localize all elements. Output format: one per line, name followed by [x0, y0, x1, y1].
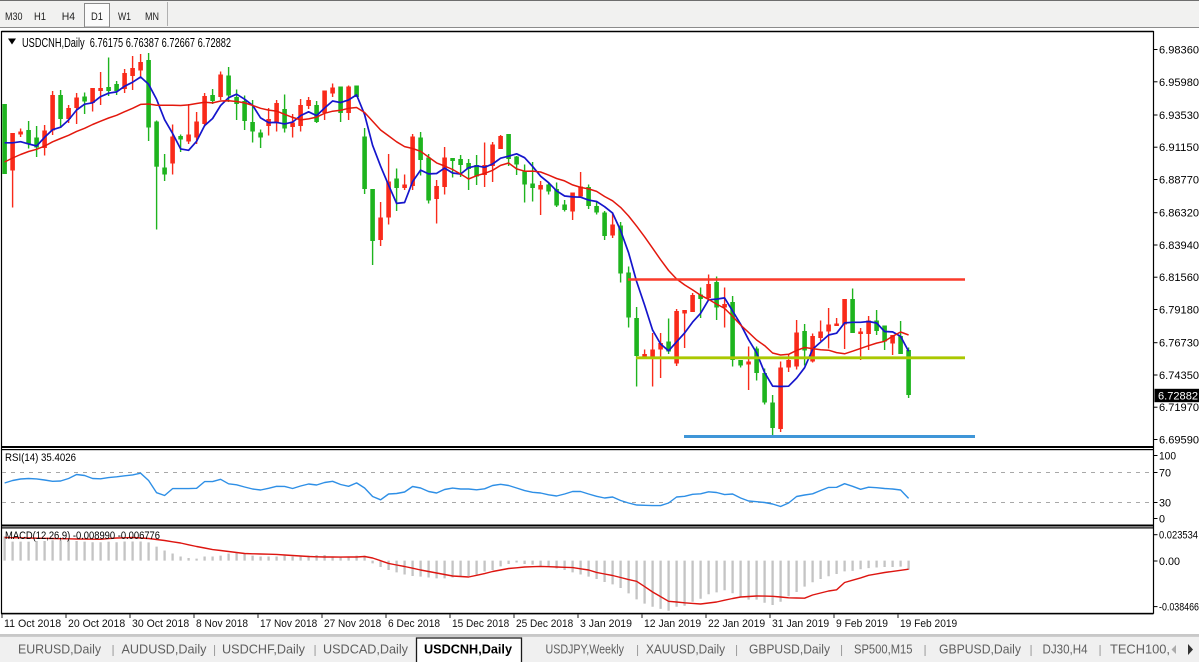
svg-text:27 Nov 2018: 27 Nov 2018: [324, 618, 381, 630]
svg-text:|: |: [840, 643, 843, 657]
svg-text:TECH100,: TECH100,: [1110, 642, 1170, 657]
svg-text:|: |: [636, 643, 639, 657]
svg-text:D1: D1: [91, 11, 103, 23]
svg-text:6.93530: 6.93530: [1159, 110, 1199, 122]
svg-text:6.81560: 6.81560: [1159, 272, 1199, 284]
svg-text:20 Oct 2018: 20 Oct 2018: [68, 618, 125, 630]
svg-text:19 Feb 2019: 19 Feb 2019: [900, 618, 957, 630]
svg-text:100: 100: [1159, 451, 1176, 463]
svg-text:RSI(14) 35.4026: RSI(14) 35.4026: [5, 452, 76, 464]
svg-text:70: 70: [1159, 468, 1171, 480]
svg-text:6.71970: 6.71970: [1159, 402, 1199, 414]
svg-text:6.98360: 6.98360: [1159, 45, 1199, 57]
svg-text:USDCNH,Daily: USDCNH,Daily: [424, 642, 513, 657]
svg-text:GBPUSD,Daily: GBPUSD,Daily: [749, 642, 830, 657]
svg-text:6.95980: 6.95980: [1159, 77, 1199, 89]
svg-text:MACD(12,26,9) -0.008990 -0.006: MACD(12,26,9) -0.008990 -0.006776: [5, 530, 160, 542]
svg-text:6.69590: 6.69590: [1159, 435, 1199, 447]
svg-text:6.74350: 6.74350: [1159, 370, 1199, 382]
svg-text:|: |: [1029, 643, 1032, 657]
svg-text:6.88770: 6.88770: [1159, 175, 1199, 187]
svg-text:30: 30: [1159, 498, 1171, 510]
svg-text:8 Nov 2018: 8 Nov 2018: [196, 618, 248, 630]
svg-text:USDCAD,Daily: USDCAD,Daily: [323, 642, 408, 657]
svg-text:W1: W1: [118, 11, 131, 23]
svg-text:3 Jan 2019: 3 Jan 2019: [580, 618, 632, 630]
svg-text:6.79180: 6.79180: [1159, 305, 1199, 317]
svg-text:12 Jan 2019: 12 Jan 2019: [644, 618, 701, 630]
svg-text:6.83940: 6.83940: [1159, 240, 1199, 252]
svg-text:6 Dec 2018: 6 Dec 2018: [388, 618, 440, 630]
svg-text:|: |: [923, 643, 926, 657]
svg-text:30 Oct 2018: 30 Oct 2018: [132, 618, 189, 630]
svg-text:0: 0: [1159, 514, 1165, 526]
svg-text:USDCNH,Daily 6.76175 6.76387: USDCNH,Daily 6.76175 6.76387 6.72667 6.7…: [22, 36, 231, 50]
svg-text:6.86320: 6.86320: [1159, 208, 1199, 220]
svg-text:9 Feb 2019: 9 Feb 2019: [836, 618, 888, 630]
svg-text:11 Oct 2018: 11 Oct 2018: [4, 618, 61, 630]
svg-text:EURUSD,Daily: EURUSD,Daily: [18, 642, 101, 657]
svg-text:|: |: [1098, 643, 1101, 657]
svg-text:-0.038466: -0.038466: [1159, 602, 1199, 614]
svg-text:MN: MN: [145, 11, 159, 23]
svg-text:|: |: [111, 643, 114, 657]
svg-text:0.00: 0.00: [1159, 556, 1180, 568]
svg-text:XAUUSD,Daily: XAUUSD,Daily: [646, 642, 725, 657]
svg-text:|: |: [735, 643, 738, 657]
svg-text:AUDUSD,Daily: AUDUSD,Daily: [122, 642, 207, 657]
svg-text:H1: H1: [34, 11, 46, 23]
svg-text:17 Nov 2018: 17 Nov 2018: [260, 618, 317, 630]
svg-text:25 Dec 2018: 25 Dec 2018: [516, 618, 573, 630]
svg-text:H4: H4: [62, 11, 75, 23]
svg-text:M30: M30: [5, 11, 23, 23]
svg-text:SP500,M15: SP500,M15: [854, 642, 913, 657]
svg-text:GBPUSD,Daily: GBPUSD,Daily: [939, 642, 1021, 657]
svg-text:6.72882: 6.72882: [1158, 391, 1198, 403]
svg-text:|: |: [213, 643, 216, 657]
svg-text:22 Jan 2019: 22 Jan 2019: [708, 618, 765, 630]
svg-text:31 Jan 2019: 31 Jan 2019: [772, 618, 829, 630]
svg-text:|: |: [313, 643, 316, 657]
svg-text:USDCHF,Daily: USDCHF,Daily: [222, 642, 305, 657]
svg-text:0.023534: 0.023534: [1159, 530, 1198, 542]
svg-text:USDJPY,Weekly: USDJPY,Weekly: [546, 642, 625, 657]
svg-text:15 Dec 2018: 15 Dec 2018: [452, 618, 509, 630]
svg-text:6.91150: 6.91150: [1159, 142, 1199, 154]
svg-text:6.76730: 6.76730: [1159, 338, 1199, 350]
svg-text:DJ30,H4: DJ30,H4: [1043, 642, 1088, 657]
